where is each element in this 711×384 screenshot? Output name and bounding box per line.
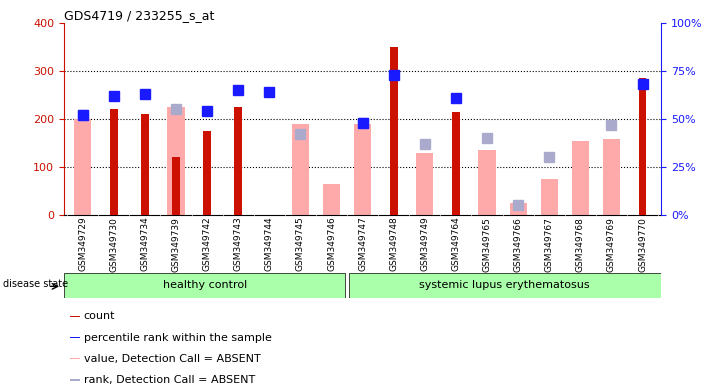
- Text: GSM349743: GSM349743: [234, 217, 242, 271]
- Text: systemic lupus erythematosus: systemic lupus erythematosus: [419, 280, 589, 290]
- Text: GSM349744: GSM349744: [264, 217, 274, 271]
- Text: GSM349734: GSM349734: [140, 217, 149, 271]
- Text: GSM349768: GSM349768: [576, 217, 585, 271]
- Bar: [390, 47, 397, 215]
- Text: GSM349765: GSM349765: [483, 217, 491, 271]
- Text: GSM349729: GSM349729: [78, 217, 87, 271]
- Bar: [172, 157, 180, 215]
- Bar: [74, 119, 91, 215]
- Text: GSM349739: GSM349739: [171, 217, 181, 271]
- Bar: [70, 337, 80, 338]
- Bar: [349, 273, 661, 298]
- Bar: [70, 316, 80, 317]
- Bar: [510, 203, 527, 215]
- Bar: [235, 107, 242, 215]
- Text: disease state: disease state: [4, 279, 68, 289]
- Bar: [540, 179, 558, 215]
- Text: percentile rank within the sample: percentile rank within the sample: [84, 333, 272, 343]
- Text: value, Detection Call = ABSENT: value, Detection Call = ABSENT: [84, 354, 260, 364]
- Text: GSM349770: GSM349770: [638, 217, 647, 271]
- Bar: [292, 124, 309, 215]
- Text: GSM349748: GSM349748: [389, 217, 398, 271]
- Bar: [479, 150, 496, 215]
- Text: GSM349742: GSM349742: [203, 217, 212, 271]
- Bar: [70, 379, 80, 381]
- Text: GSM349769: GSM349769: [607, 217, 616, 271]
- Bar: [323, 184, 340, 215]
- Bar: [167, 107, 185, 215]
- Bar: [203, 131, 211, 215]
- Text: rank, Detection Call = ABSENT: rank, Detection Call = ABSENT: [84, 375, 255, 384]
- Text: GSM349749: GSM349749: [420, 217, 429, 271]
- Bar: [70, 358, 80, 359]
- Text: GSM349747: GSM349747: [358, 217, 367, 271]
- Bar: [416, 152, 434, 215]
- Text: GSM349764: GSM349764: [451, 217, 461, 271]
- Bar: [572, 141, 589, 215]
- Bar: [603, 139, 620, 215]
- Text: GSM349767: GSM349767: [545, 217, 554, 271]
- Text: GDS4719 / 233255_s_at: GDS4719 / 233255_s_at: [64, 9, 214, 22]
- Text: GSM349730: GSM349730: [109, 217, 118, 271]
- Text: healthy control: healthy control: [164, 280, 247, 290]
- Bar: [452, 112, 460, 215]
- Bar: [638, 78, 646, 215]
- Text: GSM349745: GSM349745: [296, 217, 305, 271]
- Bar: [110, 109, 117, 215]
- Text: count: count: [84, 311, 115, 321]
- Bar: [64, 273, 345, 298]
- Bar: [354, 124, 371, 215]
- Text: GSM349766: GSM349766: [513, 217, 523, 271]
- Text: GSM349746: GSM349746: [327, 217, 336, 271]
- Bar: [141, 114, 149, 215]
